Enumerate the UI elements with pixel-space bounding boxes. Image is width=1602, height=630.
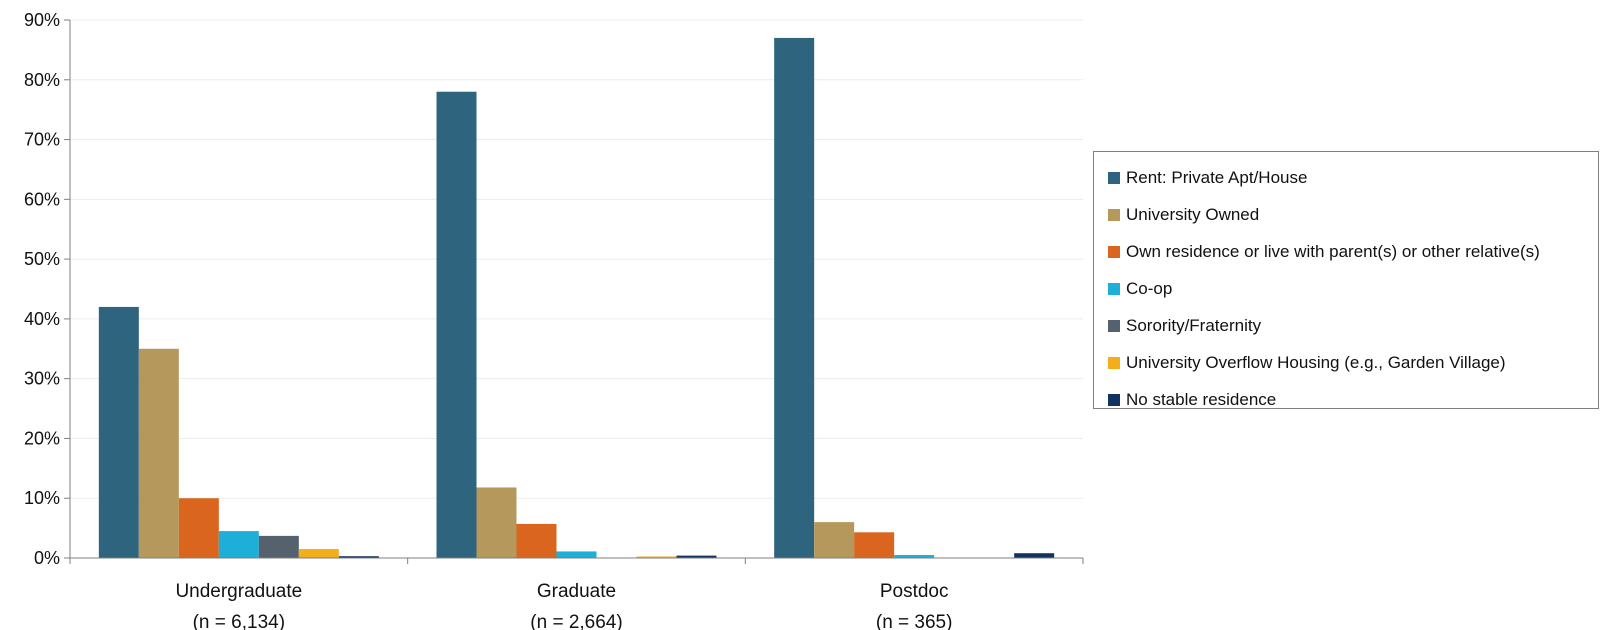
bar <box>138 348 179 558</box>
y-tick-label: 70% <box>24 130 60 150</box>
legend-item: Own residence or live with parent(s) or … <box>1108 240 1540 264</box>
legend-swatch <box>1108 283 1120 295</box>
bar <box>676 555 717 558</box>
y-tick-label: 90% <box>24 10 60 30</box>
legend-item: Rent: Private Apt/House <box>1108 166 1307 190</box>
y-tick-label: 40% <box>24 309 60 329</box>
legend-swatch <box>1108 209 1120 221</box>
legend-item: University Owned <box>1108 203 1259 227</box>
y-tick-label: 20% <box>24 428 60 448</box>
legend-swatch <box>1108 320 1120 332</box>
legend-item: No stable residence <box>1108 388 1276 412</box>
x-category-sublabel: (n = 365) <box>876 612 953 630</box>
bar <box>218 531 259 558</box>
bar <box>178 498 219 558</box>
y-tick-label: 0% <box>34 548 60 568</box>
x-category-label: Postdoc <box>880 581 949 602</box>
bar <box>774 37 815 558</box>
bar <box>556 551 597 558</box>
legend-swatch <box>1108 357 1120 369</box>
bar <box>436 91 477 558</box>
legend-swatch <box>1108 246 1120 258</box>
bar <box>1014 553 1055 558</box>
legend-item: Co-op <box>1108 277 1172 301</box>
bar <box>98 306 139 558</box>
x-axis-labels: Undergraduate (n = 6,134) Graduate (n = 2,6… <box>175 581 952 630</box>
y-tick-label: 30% <box>24 369 60 389</box>
legend-label: University Owned <box>1126 205 1260 224</box>
legend-label: No stable residence <box>1126 390 1277 409</box>
legend: Rent: Private Apt/House University Owned O… <box>1093 151 1599 409</box>
bar <box>894 555 935 558</box>
bar <box>854 532 895 558</box>
y-tick-label: 80% <box>24 70 60 90</box>
legend-swatch <box>1108 172 1120 184</box>
bar <box>516 523 557 558</box>
x-category-sublabel: (n = 2,664) <box>530 612 622 630</box>
bar <box>258 535 299 558</box>
legend-label: University Overflow Housing (e.g., Garde… <box>1126 353 1506 372</box>
x-category-sublabel: (n = 6,134) <box>193 612 285 630</box>
x-category-label: Undergraduate <box>175 581 302 602</box>
y-tick-label: 60% <box>24 189 60 209</box>
legend-swatch <box>1108 394 1120 406</box>
legend-label: Sorority/Fraternity <box>1126 316 1262 335</box>
axes <box>69 20 1084 564</box>
bar <box>636 556 677 558</box>
bar <box>476 487 517 558</box>
bar <box>298 549 339 558</box>
y-axis-ticks: 0% 10% 20% 30% 40% 50% 60% 70% 80% 90% <box>24 10 70 568</box>
gridlines <box>70 19 1083 499</box>
legend-label: Co-op <box>1126 279 1173 298</box>
legend-label: Rent: Private Apt/House <box>1126 168 1308 187</box>
bar <box>338 556 379 558</box>
legend-item: University Overflow Housing (e.g., Garde… <box>1108 351 1506 375</box>
bars <box>98 37 1055 558</box>
legend-item: Sorority/Fraternity <box>1108 314 1261 338</box>
x-category-label: Graduate <box>537 581 616 602</box>
y-tick-label: 50% <box>24 249 60 269</box>
bar <box>814 522 855 558</box>
y-tick-label: 10% <box>24 488 60 508</box>
legend-label: Own residence or live with parent(s) or … <box>1126 242 1540 261</box>
